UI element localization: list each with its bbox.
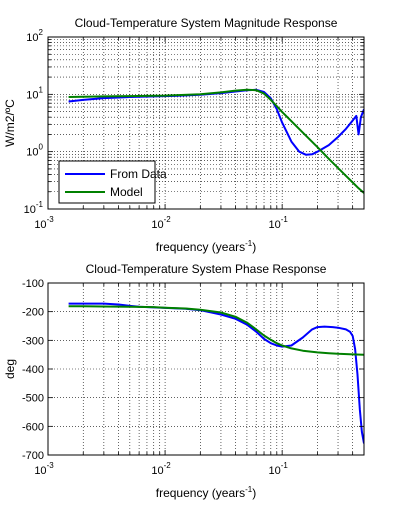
magnitude-line-model — [68, 88, 364, 194]
magnitude-y-tick-label: 102 — [26, 28, 43, 44]
magnitude-ylabel: W/m2/ºC — [3, 99, 17, 147]
phase-ylabel: deg — [3, 359, 17, 379]
phase-y-tick-label: -700 — [22, 450, 44, 462]
magnitude-ticks: 10-3 10-2 10-1 10-1 100 101 102 — [24, 28, 364, 231]
phase-axes-background — [48, 283, 364, 455]
magnitude-axes-frame — [47, 36, 365, 210]
phase-y-tick-label: -200 — [22, 307, 44, 319]
magnitude-xlabel-sup: -1 — [245, 239, 253, 248]
magnitude-y-tick-label: 100 — [26, 143, 43, 159]
phase-plot: 10-3 10-2 10-1 -100 -200 -300 -400 -500 -600 -700… — [3, 262, 365, 500]
legend-label-model: Model — [110, 185, 143, 199]
phase-y-tick-label: -400 — [22, 364, 44, 376]
phase-series — [68, 302, 364, 444]
phase-x-tick-label: 10-2 — [151, 461, 171, 477]
phase-title: Cloud-Temperature System Phase Response — [86, 262, 327, 276]
phase-x-tick-label: 10-3 — [34, 461, 54, 477]
legend-label-from-data: From Data — [110, 167, 167, 181]
phase-xlabel-text: frequency (years — [156, 486, 245, 500]
magnitude-x-tick-label: 10-2 — [151, 215, 171, 231]
phase-y-tick-label: -300 — [22, 335, 44, 347]
magnitude-y-tick-label: 10-1 — [24, 200, 44, 216]
phase-xlabel: frequency (years-1) — [156, 485, 257, 500]
phase-y-tick-label: -100 — [22, 278, 44, 290]
phase-ticks: 10-3 10-2 10-1 -100 -200 -300 -400 -500 -600 -700 — [22, 278, 364, 477]
magnitude-x-tick-label: 10-3 — [34, 215, 54, 231]
magnitude-plot: 10-3 10-2 10-1 10-1 100 101 102 Cloud-Temperat… — [3, 16, 365, 254]
magnitude-title: Cloud-Temperature System Magnitude Respo… — [75, 16, 338, 30]
magnitude-series — [68, 88, 364, 194]
phase-xlabel-close: ) — [252, 486, 256, 500]
magnitude-xlabel: frequency (years-1) — [156, 239, 257, 254]
phase-x-tick-label: 10-1 — [268, 461, 288, 477]
phase-y-tick-label: -600 — [22, 421, 44, 433]
magnitude-xlabel-close: ) — [252, 240, 256, 254]
magnitude-x-tick-label: 10-1 — [268, 215, 288, 231]
legend-box — [58, 160, 156, 204]
magnitude-y-tick-label: 101 — [26, 85, 43, 101]
magnitude-legend: From Data Model — [58, 160, 167, 204]
phase-line-model — [68, 305, 364, 356]
phase-y-tick-label: -500 — [22, 393, 44, 405]
magnitude-xlabel-text: frequency (years — [156, 240, 245, 254]
phase-xlabel-sup: -1 — [245, 485, 253, 494]
